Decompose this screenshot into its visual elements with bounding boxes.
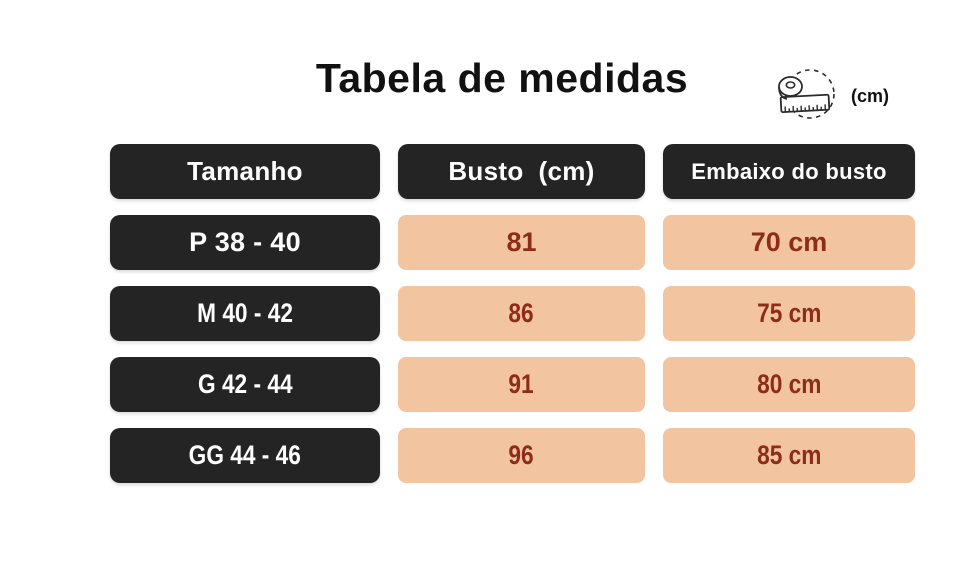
header-cell-underbust: Embaixo do busto — [663, 144, 915, 199]
underbust-value: 75 cm — [756, 298, 822, 328]
underbust-value: 70 cm — [750, 227, 828, 257]
header-label-size: Tamanho — [187, 156, 303, 186]
bust-value: 96 — [508, 440, 535, 470]
bust-value: 81 — [506, 227, 537, 257]
bust-value-cell: 96 — [398, 428, 645, 483]
underbust-value: 85 cm — [756, 440, 822, 470]
size-cell: P 38 - 40 — [110, 215, 380, 270]
size-label: M 40 - 42 — [197, 298, 293, 328]
size-cell: GG 44 - 46 — [110, 428, 380, 483]
size-cell: M 40 - 42 — [110, 286, 380, 341]
size-label: G 42 - 44 — [197, 369, 293, 399]
size-label: P 38 - 40 — [189, 227, 301, 257]
measuring-tape-icon — [778, 69, 835, 119]
bust-value-cell: 81 — [398, 215, 645, 270]
underbust-value-cell: 85 cm — [663, 428, 915, 483]
bust-value: 91 — [508, 369, 535, 399]
header-cell-bust: Busto (cm) — [398, 144, 645, 199]
page-title: Tabela de medidas — [315, 55, 689, 101]
underbust-value: 80 cm — [756, 369, 822, 399]
header-label-underbust: Embaixo do busto — [691, 158, 887, 184]
underbust-value-cell: 75 cm — [663, 286, 915, 341]
header-cell-size: Tamanho — [110, 144, 380, 199]
size-label: GG 44 - 46 — [188, 440, 302, 470]
bust-value: 86 — [508, 298, 535, 328]
underbust-value-cell: 70 cm — [663, 215, 915, 270]
size-cell: G 42 - 44 — [110, 357, 380, 412]
size-table: Tamanho Busto (cm) Embaixo do busto P 38… — [110, 144, 915, 483]
unit-label: (cm) — [851, 86, 890, 106]
bust-value-cell: 86 — [398, 286, 645, 341]
bust-value-cell: 91 — [398, 357, 645, 412]
underbust-value-cell: 80 cm — [663, 357, 915, 412]
header-label-bust: Busto (cm) — [448, 156, 595, 186]
